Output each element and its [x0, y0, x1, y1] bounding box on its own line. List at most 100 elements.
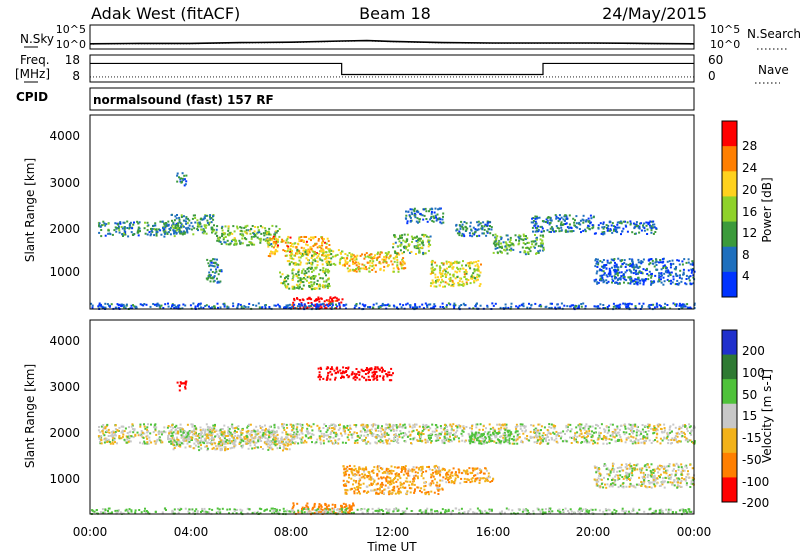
power-y-tick-4000: 4000 — [49, 129, 80, 143]
x-tick-3: 12:00 — [375, 525, 410, 539]
date-label: 24/May/2015 — [602, 4, 707, 23]
power-cbar-segment-0 — [722, 121, 737, 147]
freq-panel-frame — [89, 54, 695, 83]
power-cbar-tick-16: 16 — [742, 205, 757, 219]
noise-left-label: N.Sky — [20, 32, 54, 46]
velocity-cbar-segment-5 — [722, 452, 737, 478]
velocity-cbar-segment-4 — [722, 428, 737, 454]
vel-cbar-tick-m100: -100 — [742, 475, 769, 489]
noise-panel-frame — [89, 24, 695, 50]
power-patch-9 — [392, 233, 432, 256]
power-patch-17 — [205, 258, 223, 284]
power-cbar-frame — [721, 120, 738, 298]
freq-tick-top: 18 — [65, 53, 80, 67]
velocity-patch-2 — [317, 366, 394, 382]
frequency-series-group — [90, 62, 694, 78]
x-tick-0: 00:00 — [73, 525, 108, 539]
power-y-tick-1000: 1000 — [49, 265, 80, 279]
vel-cbar-tick-15: 15 — [742, 409, 757, 423]
velocity-cbar-label: Velocity [m s-1] — [760, 369, 774, 463]
noise-right-tick-top: 10^5 — [710, 23, 740, 36]
velocity-cbar-segment-3 — [722, 403, 737, 429]
freq-tick-bottom: 8 — [72, 69, 80, 83]
power-cbar-tick-8: 8 — [742, 248, 750, 262]
noise-series-group — [89, 39, 695, 45]
station-title: Adak West (fitACF) — [91, 4, 240, 23]
x-tick-6: 00:00 — [677, 525, 712, 539]
noise-left-tick-top: 10^5 — [56, 23, 86, 36]
power-patch-3 — [216, 224, 281, 247]
power-patch-1 — [170, 213, 218, 236]
power-patch-12 — [455, 220, 495, 238]
vel-cbar-tick-100: 100 — [742, 366, 765, 380]
power-cbar-segment-3 — [722, 196, 737, 223]
freq-label-2: [MHz] — [15, 67, 50, 81]
frequency-line — [90, 62, 694, 76]
power-cbar-tick-24: 24 — [742, 161, 757, 175]
velocity-patch-9 — [593, 462, 695, 489]
x-tick-2: 08:00 — [274, 525, 309, 539]
power-y-tick-3000: 3000 — [49, 176, 80, 190]
power-patch-5 — [286, 248, 344, 267]
x-tick-4: 16:00 — [476, 525, 511, 539]
velocity-patch-3 — [176, 380, 188, 392]
power-cbar-segment-1 — [722, 146, 737, 172]
nave-label: Nave — [758, 63, 789, 77]
power-patch-4 — [266, 235, 331, 258]
vel-cbar-tick-m50: -50 — [742, 453, 762, 467]
velocity-y-label: Slant Range [km] — [23, 364, 37, 468]
vel-cbar-tick-50: 50 — [742, 388, 757, 402]
velocity-cbar-segment-1 — [722, 354, 737, 380]
vel-cbar-tick-m15: -15 — [742, 431, 762, 445]
nave-tick-bottom: 0 — [708, 69, 716, 83]
x-axis-label: Time UT — [366, 540, 417, 554]
cpid-label: CPID — [16, 90, 48, 104]
velocity-colorbar — [721, 329, 738, 503]
x-tick-1: 04:00 — [174, 525, 209, 539]
velocity-cbar-segment-2 — [722, 379, 737, 405]
velocity-patch-1 — [171, 429, 294, 452]
power-colorbar — [721, 120, 738, 298]
velocity-y-tick-4000: 4000 — [49, 334, 80, 348]
power-cbar-segment-5 — [722, 246, 737, 273]
power-y-label: Slant Range [km] — [23, 158, 37, 262]
power-patch-0 — [97, 220, 183, 238]
power-patch-13 — [492, 233, 545, 256]
power-cbar-tick-28: 28 — [742, 139, 757, 153]
velocity-patch-4 — [342, 464, 444, 496]
velocity-patch-6 — [468, 430, 519, 445]
noise-left-tick-bottom: 10^0 — [56, 38, 86, 51]
velocity-panel-frame — [89, 319, 695, 515]
power-cbar-tick-20: 20 — [742, 183, 757, 197]
noise-right-label: N.Search — [747, 27, 800, 41]
velocity-y-tick-3000: 3000 — [49, 380, 80, 394]
power-patch-14 — [530, 214, 595, 234]
velocity-cbar-segment-0 — [722, 330, 737, 356]
power-cbar-label: Power [dB] — [760, 177, 774, 242]
power-panel-frame — [89, 114, 695, 310]
power-patch-11 — [429, 259, 482, 288]
power-cbar-tick-4: 4 — [742, 269, 750, 283]
cpid-text: normalsound (fast) 157 RF — [93, 93, 274, 107]
velocity-cbar-frame — [721, 329, 738, 503]
vel-cbar-tick-200: 200 — [742, 344, 765, 358]
noise-search-line — [89, 40, 695, 45]
power-patch-15 — [593, 220, 658, 236]
vel-cbar-tick-m200: -200 — [742, 496, 769, 510]
velocity-cbar-segment-6 — [722, 477, 737, 503]
velocity-y-tick-1000: 1000 — [49, 472, 80, 486]
noise-right-tick-bottom: 10^0 — [710, 38, 740, 51]
velocity-patch-5 — [442, 467, 495, 485]
power-y-tick-2000: 2000 — [49, 222, 80, 236]
power-patch-16 — [593, 257, 696, 286]
power-cbar-segment-6 — [722, 271, 737, 298]
power-cbar-tick-12: 12 — [742, 226, 757, 240]
velocity-heatmap-group — [90, 366, 696, 516]
cpid-box — [89, 87, 695, 111]
velocity-y-tick-2000: 2000 — [49, 426, 80, 440]
freq-label-1: Freq. — [20, 53, 50, 67]
x-tick-5: 20:00 — [576, 525, 611, 539]
power-patch-10 — [404, 207, 445, 225]
power-cbar-segment-2 — [722, 171, 737, 197]
